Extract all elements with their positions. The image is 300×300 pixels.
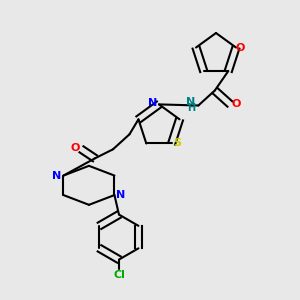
Text: O: O — [231, 99, 241, 109]
Text: O: O — [236, 43, 245, 52]
Text: N: N — [148, 98, 158, 108]
Text: N: N — [52, 171, 62, 181]
Text: H: H — [187, 103, 195, 113]
Text: N: N — [116, 190, 126, 200]
Text: S: S — [174, 139, 182, 148]
Text: O: O — [70, 143, 80, 153]
Text: Cl: Cl — [113, 270, 125, 280]
Text: N: N — [186, 98, 196, 107]
